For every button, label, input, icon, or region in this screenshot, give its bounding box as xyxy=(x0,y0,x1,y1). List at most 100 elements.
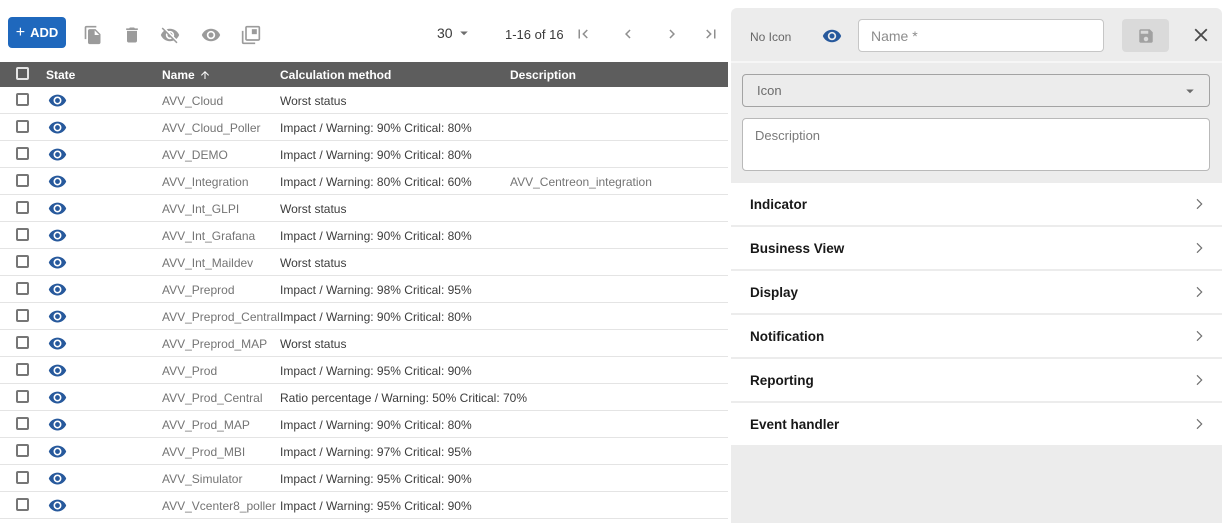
accordion-section-label: Reporting xyxy=(750,372,814,388)
table-row[interactable]: AVV_Simulator Impact / Warning: 95% Crit… xyxy=(0,465,728,492)
row-checkbox[interactable] xyxy=(16,174,29,187)
name-input[interactable] xyxy=(858,19,1104,52)
add-button[interactable]: + ADD xyxy=(8,17,66,48)
column-header-calculation[interactable]: Calculation method xyxy=(280,68,392,82)
visibility-icon[interactable] xyxy=(48,172,67,191)
previous-page-button[interactable] xyxy=(619,25,637,43)
visibility-icon[interactable] xyxy=(48,361,67,380)
column-header-description[interactable]: Description xyxy=(510,68,577,82)
table-row[interactable]: AVV_Int_Maildev Worst status xyxy=(0,249,728,276)
select-all-checkbox[interactable] xyxy=(16,67,29,80)
table-row[interactable]: AVV_Prod_Central Ratio percentage / Warn… xyxy=(0,384,728,411)
table-row[interactable]: AVV_Preprod_MAP Worst status xyxy=(0,330,728,357)
row-name: AVV_Preprod xyxy=(162,283,235,297)
visibility-icon[interactable] xyxy=(48,118,67,137)
visibility-icon[interactable] xyxy=(48,496,67,515)
row-name: AVV_DEMO xyxy=(162,148,228,162)
column-header-state[interactable]: State xyxy=(46,68,76,82)
row-checkbox[interactable] xyxy=(16,201,29,214)
caret-down-icon xyxy=(459,31,468,36)
visibility-icon[interactable] xyxy=(48,307,67,326)
table-row[interactable]: AVV_Preprod_Central Impact / Warning: 90… xyxy=(0,303,728,330)
plus-icon: + xyxy=(15,23,26,41)
close-icon[interactable] xyxy=(1190,24,1212,46)
row-checkbox[interactable] xyxy=(16,309,29,322)
table-row[interactable]: AVV_DEMO Impact / Warning: 90% Critical:… xyxy=(0,141,728,168)
visibility-toggle-icon[interactable] xyxy=(822,26,842,46)
table-row[interactable]: AVV_Cloud_Poller Impact / Warning: 90% C… xyxy=(0,114,728,141)
table-row[interactable]: AVV_Prod Impact / Warning: 95% Critical:… xyxy=(0,357,728,384)
visibility-icon[interactable] xyxy=(48,226,67,245)
visibility-icon[interactable] xyxy=(48,388,67,407)
visibility-icon[interactable] xyxy=(48,199,67,218)
accordion-section[interactable]: Notification xyxy=(731,315,1222,357)
accordion-section[interactable]: Indicator xyxy=(731,183,1222,225)
edit-panel-header: No Icon xyxy=(731,8,1222,63)
accordion-section[interactable]: Display xyxy=(731,271,1222,313)
table-row[interactable]: AVV_Int_GLPI Worst status xyxy=(0,195,728,222)
accordion-section[interactable]: Event handler xyxy=(731,403,1222,445)
last-page-button[interactable] xyxy=(702,25,720,43)
chevron-right-icon xyxy=(1196,374,1203,386)
table-row[interactable]: AVV_Prod_MBI Impact / Warning: 97% Criti… xyxy=(0,438,728,465)
table-row[interactable]: AVV_Prod_MAP Impact / Warning: 90% Criti… xyxy=(0,411,728,438)
row-checkbox[interactable] xyxy=(16,93,29,106)
row-calculation: Impact / Warning: 90% Critical: 80% xyxy=(280,418,472,432)
accordion-section[interactable]: Business View xyxy=(731,227,1222,269)
row-checkbox[interactable] xyxy=(16,471,29,484)
row-calculation: Impact / Warning: 90% Critical: 80% xyxy=(280,229,472,243)
visibility-icon[interactable] xyxy=(48,253,67,272)
row-calculation: Impact / Warning: 95% Critical: 90% xyxy=(280,364,472,378)
row-name: AVV_Preprod_Central xyxy=(162,310,280,324)
row-checkbox[interactable] xyxy=(16,444,29,457)
row-name: AVV_Prod xyxy=(162,364,218,378)
row-checkbox[interactable] xyxy=(16,363,29,376)
row-calculation: Impact / Warning: 95% Critical: 90% xyxy=(280,472,472,486)
table-row[interactable]: AVV_Preprod Impact / Warning: 98% Critic… xyxy=(0,276,728,303)
chevron-right-icon xyxy=(1196,418,1203,430)
table-row[interactable]: AVV_Int_Grafana Impact / Warning: 90% Cr… xyxy=(0,222,728,249)
visibility-icon[interactable] xyxy=(48,469,67,488)
add-button-label: ADD xyxy=(30,25,59,40)
row-checkbox[interactable] xyxy=(16,120,29,133)
accordion-section[interactable]: Reporting xyxy=(731,359,1222,401)
enable-visibility-icon[interactable] xyxy=(201,25,221,45)
row-checkbox[interactable] xyxy=(16,498,29,511)
rows-per-page-value: 30 xyxy=(437,25,453,41)
row-name: AVV_Int_Maildev xyxy=(162,256,254,270)
rows-per-page-select[interactable]: 30 xyxy=(437,24,473,42)
save-button[interactable] xyxy=(1122,19,1169,52)
row-calculation: Impact / Warning: 98% Critical: 95% xyxy=(280,283,472,297)
column-header-name[interactable]: Name xyxy=(162,68,211,82)
visibility-icon[interactable] xyxy=(48,334,67,353)
accordion-section-label: Notification xyxy=(750,328,825,344)
visibility-icon[interactable] xyxy=(48,415,67,434)
visibility-icon[interactable] xyxy=(48,145,67,164)
business-activities-list: + ADD 30 1-16 of 16 xyxy=(0,2,728,519)
table-row[interactable]: AVV_Cloud Worst status xyxy=(0,87,728,114)
row-checkbox[interactable] xyxy=(16,417,29,430)
delete-icon[interactable] xyxy=(122,25,142,45)
disable-visibility-icon[interactable] xyxy=(160,25,180,45)
first-page-button[interactable] xyxy=(574,25,592,43)
mass-edit-icon[interactable] xyxy=(241,25,261,45)
visibility-icon[interactable] xyxy=(48,442,67,461)
duplicate-icon[interactable] xyxy=(83,25,103,45)
row-checkbox[interactable] xyxy=(16,147,29,160)
row-checkbox[interactable] xyxy=(16,336,29,349)
table-row[interactable]: AVV_Integration Impact / Warning: 80% Cr… xyxy=(0,168,728,195)
next-page-button[interactable] xyxy=(663,25,681,43)
accordion: Indicator Business View Display Notifica… xyxy=(731,183,1222,447)
row-checkbox[interactable] xyxy=(16,282,29,295)
description-textarea[interactable] xyxy=(742,118,1210,171)
visibility-icon[interactable] xyxy=(48,91,67,110)
sort-ascending-icon xyxy=(200,71,209,79)
table-row[interactable]: AVV_Vcenter8_poller Impact / Warning: 95… xyxy=(0,492,728,519)
table-header-row: State Name Calculation method Descriptio… xyxy=(0,62,728,87)
row-checkbox[interactable] xyxy=(16,255,29,268)
row-checkbox[interactable] xyxy=(16,228,29,241)
visibility-icon[interactable] xyxy=(48,280,67,299)
row-checkbox[interactable] xyxy=(16,390,29,403)
pagination-range: 1-16 of 16 xyxy=(505,27,564,42)
icon-select[interactable]: Icon xyxy=(742,74,1210,107)
